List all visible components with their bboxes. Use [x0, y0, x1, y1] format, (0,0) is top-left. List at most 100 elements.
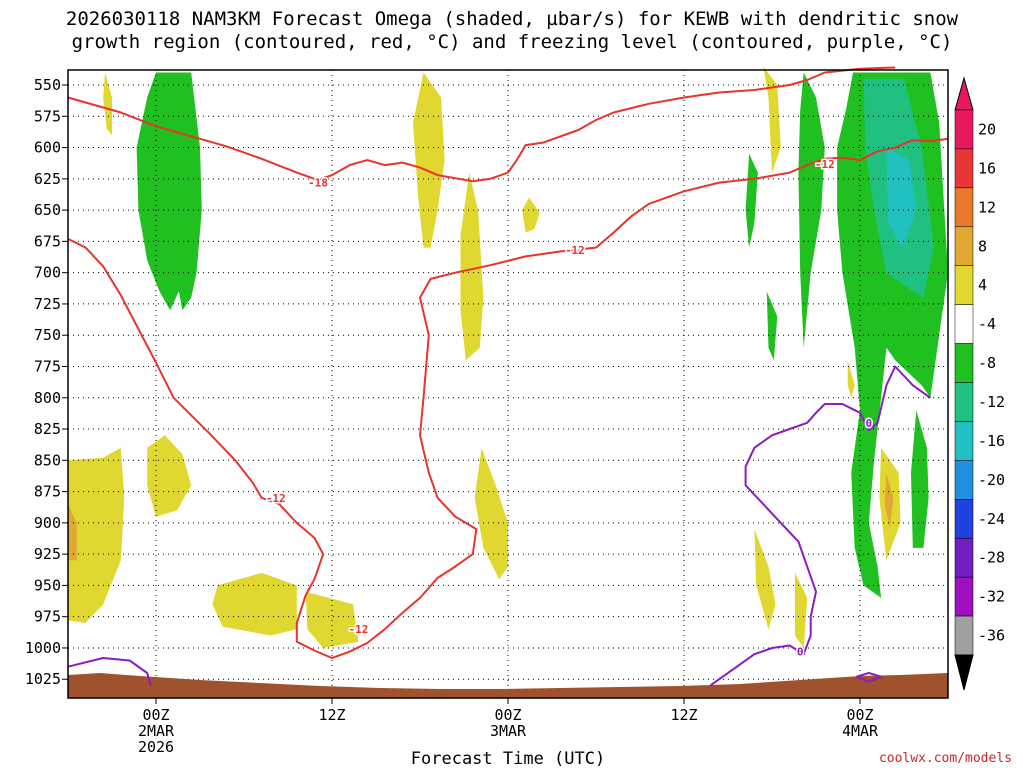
omega-region-14 [847, 360, 855, 398]
plot-area: -18-12-12-12-12 00 [67, 66, 949, 699]
omega-region-12 [754, 529, 776, 630]
y-tick-label: 550 [34, 76, 61, 94]
colorbar-swatch [954, 187, 974, 228]
omega-region-7 [147, 435, 192, 517]
y-tick-label: 1025 [25, 670, 61, 688]
y-tick-label: 575 [34, 107, 61, 125]
colorbar-label: -12 [978, 393, 1005, 411]
omega-region-10 [474, 447, 508, 580]
colorbar-label: -20 [978, 471, 1005, 489]
y-tick-label: 950 [34, 576, 61, 594]
terrain-surface [68, 673, 948, 698]
colorbar: 20 16 12 8 4 -4 -8 -12 -16 -20 -24 -28 -32 -36 [954, 76, 1005, 691]
temperature-contour-label: -18 [308, 177, 328, 190]
omega-region-2 [413, 72, 445, 248]
colorbar-swatch [954, 148, 974, 189]
omega-shading [68, 66, 948, 648]
omega-region-9 [305, 591, 359, 648]
temperature-contour-label: -12 [348, 623, 368, 636]
omega-region-0 [136, 72, 202, 311]
x-tick-label: 00Z [494, 706, 521, 724]
freezing-level-contour-2 [67, 657, 152, 686]
colorbar-label: -28 [978, 549, 1005, 567]
y-tick-label: 925 [34, 545, 61, 563]
colorbar-swatch [954, 537, 974, 578]
omega-region-16 [884, 472, 894, 530]
x-tick-label: 12Z [670, 706, 697, 724]
colorbar-swatch [954, 343, 974, 383]
temperature-contour-label: -12 [266, 492, 286, 505]
colorbar-label: -4 [978, 315, 996, 333]
colorbar-swatch [954, 304, 974, 344]
colorbar-label: -8 [978, 354, 996, 372]
omega-region-5 [68, 447, 125, 623]
y-tick-label: 600 [34, 139, 61, 157]
freezing-level-contour-label: 0 [865, 417, 872, 430]
omega-region-17 [745, 153, 758, 248]
x-tick-label: 00Z [142, 706, 169, 724]
colorbar-label: 20 [978, 120, 996, 138]
y-tick-label: 900 [34, 514, 61, 532]
colorbar-swatch [954, 265, 974, 305]
colorbar-swatch [954, 615, 974, 656]
freezing-level-contour-0 [709, 365, 931, 687]
y-tick-label: 800 [34, 389, 61, 407]
colorbar-label: -36 [978, 627, 1005, 645]
temperature-contour-0 [67, 66, 896, 183]
colorbar-swatch [954, 499, 974, 539]
x-tick-sublabel: 4MAR [842, 722, 879, 740]
temperature-contour-label: -12 [815, 158, 835, 171]
omega-region-13 [794, 572, 808, 648]
y-tick-label: 725 [34, 295, 61, 313]
x-tick-label: 12Z [318, 706, 345, 724]
x-tick-sublabel: 3MAR [490, 722, 527, 740]
colorbar-label: 16 [978, 159, 996, 177]
colorbar-bottom-arrow [954, 654, 974, 691]
y-tick-label: 775 [34, 357, 61, 375]
freezing-level-contour-3 [856, 672, 883, 683]
omega-region-6 [68, 504, 77, 561]
omega-region-18 [766, 291, 778, 361]
colorbar-label: 4 [978, 276, 987, 294]
x-tick-sublabel: 2MAR [138, 722, 175, 740]
colorbar-label: -16 [978, 432, 1005, 450]
chart-title-line-1: 2026030118 NAM3KM Forecast Omega (shaded… [66, 8, 959, 30]
freezing-level-contours: 00 [67, 365, 931, 687]
temperature-contour-1 [67, 137, 949, 659]
omega-region-23 [911, 410, 929, 548]
dendritic-growth-contours: -18 -12 -12 -12 -12 [67, 66, 949, 659]
y-axis: 550 575 600 625 650 675 700 725 750 775 800 825 850 8… [25, 76, 68, 688]
omega-region-19 [798, 72, 825, 348]
colorbar-label: 12 [978, 198, 996, 216]
y-tick-label: 700 [34, 264, 61, 282]
y-tick-label: 650 [34, 201, 61, 219]
colorbar-swatch [954, 460, 974, 500]
y-tick-label: 825 [34, 420, 61, 438]
y-tick-label: 975 [34, 608, 61, 626]
y-tick-label: 625 [34, 170, 61, 188]
omega-region-22 [886, 147, 917, 248]
omega-region-8 [212, 572, 297, 636]
grid-lines [68, 70, 948, 698]
x-axis-label: Forecast Time (UTC) [411, 749, 605, 768]
omega-region-1 [103, 72, 112, 136]
y-tick-label: 675 [34, 232, 61, 250]
y-tick-label: 750 [34, 326, 61, 344]
y-tick-label: 875 [34, 483, 61, 501]
x-tick-sublabel: 2026 [138, 738, 174, 756]
colorbar-label: 8 [978, 237, 987, 255]
freezing-level-contour-label: 0 [797, 646, 804, 659]
y-tick-label: 1000 [25, 639, 61, 657]
colorbar-label: -24 [978, 510, 1005, 528]
colorbar-swatch [954, 226, 974, 266]
source-label: coolwx.com/models [879, 751, 1012, 766]
omega-region-4 [522, 197, 540, 233]
colorbar-swatch [954, 576, 974, 617]
colorbar-top-arrow [954, 76, 974, 111]
temperature-contour-label: -12 [565, 244, 585, 257]
colorbar-swatch [954, 109, 974, 150]
omega-region-11 [763, 66, 781, 173]
y-tick-label: 850 [34, 451, 61, 469]
